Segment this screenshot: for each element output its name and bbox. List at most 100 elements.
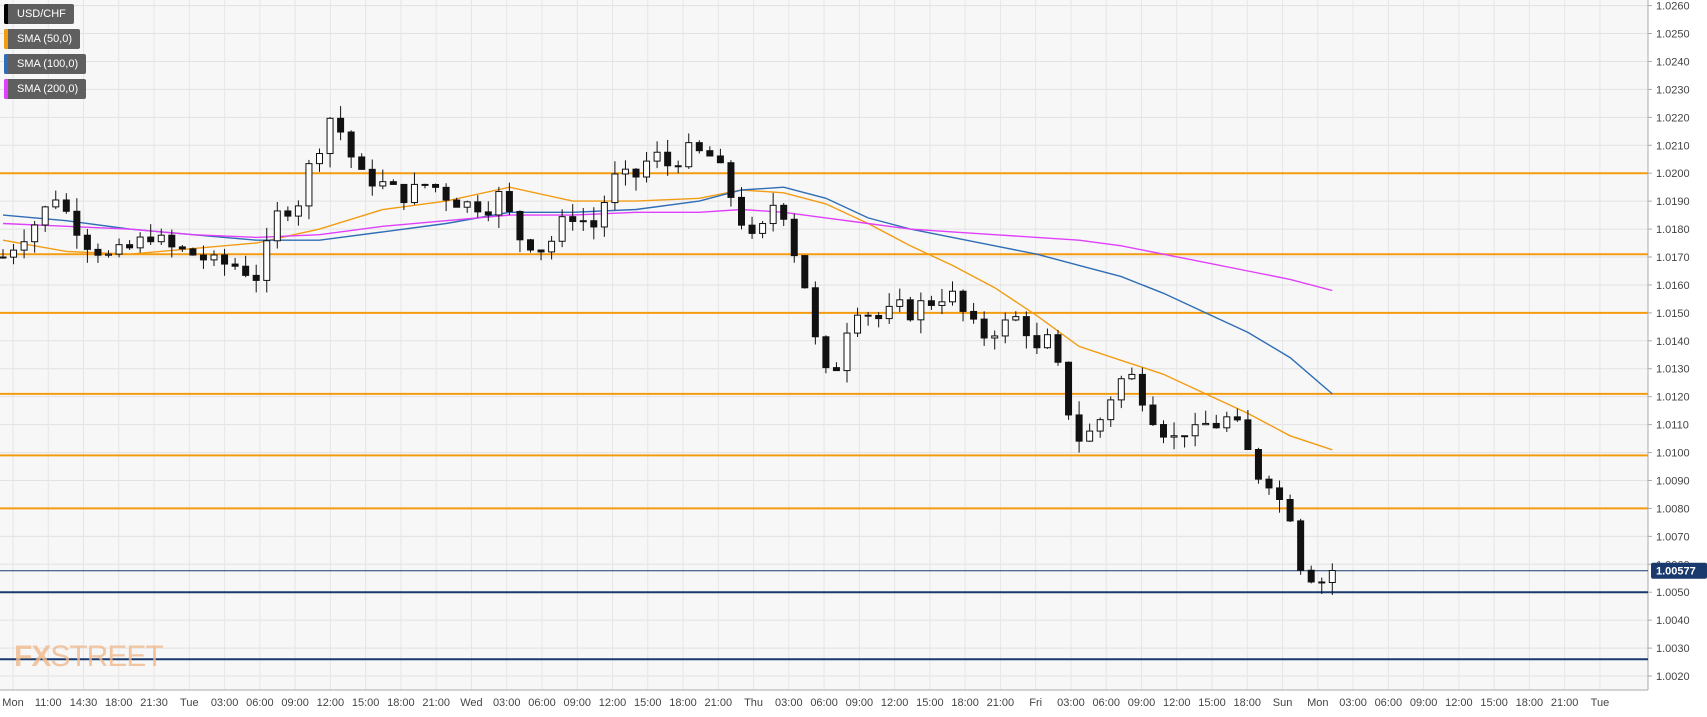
candle-body [801,255,809,289]
candle-body [748,224,756,234]
x-tick-label: 06:00 [246,697,274,709]
x-tick-label: 06:00 [810,697,838,709]
candle-body [1170,435,1178,438]
x-tick-label: Mon [1307,697,1328,709]
legend-item-sma100[interactable]: SMA (100,0) [4,54,87,74]
x-tick-label: 06:00 [1092,697,1120,709]
candle-body [885,305,893,320]
candle-body [347,131,355,158]
candle-body [210,254,218,261]
candle-body [1276,487,1284,500]
candle-body [1022,316,1030,337]
candle-body [548,240,556,253]
y-tick-label: 1.0190 [1656,196,1690,208]
candle-body [10,249,18,258]
legend-label-sma200: SMA (200,0) [17,83,79,95]
x-tick-label: 18:00 [105,697,133,709]
x-tick-label: 09:00 [1128,697,1156,709]
candle-body [1096,419,1104,432]
candle-body [579,220,587,223]
x-tick-label: Tue [180,697,199,709]
candle-body [263,240,271,281]
candle-body [1223,416,1231,429]
x-tick-label: 09:00 [1410,697,1438,709]
x-tick-label: 09:00 [563,697,591,709]
candle-body [1191,424,1199,437]
candle-body [199,254,207,261]
x-tick-label: 21:00 [422,697,450,709]
candle-body [1233,416,1241,421]
x-tick-label: Fri [1029,697,1042,709]
candle-body [695,142,703,152]
x-tick-label: Wed [460,697,482,709]
candle-body [811,287,819,338]
candle-body [632,168,640,178]
candle-body [1043,334,1051,349]
y-tick-label: 1.0180 [1656,224,1690,236]
candle-body [906,299,914,321]
candle-body [600,202,608,228]
candle-body [516,210,524,241]
candle-body [31,224,39,243]
candle-body [20,241,28,251]
x-tick-label: Mon [2,697,23,709]
candle-body [558,216,566,242]
candle-body [1033,335,1041,349]
legend-swatch-sma200 [4,79,8,99]
x-tick-label: 03:00 [1339,697,1367,709]
x-tick-label: 12:00 [1445,697,1473,709]
y-tick-label: 1.0130 [1656,364,1690,376]
candle-body [769,204,777,225]
candle-body [980,318,988,339]
candle-body [1001,319,1009,337]
legend-label-sma50: SMA (50,0) [17,33,73,45]
candle-body [326,117,334,155]
legend-item-sma200[interactable]: SMA (200,0) [4,79,87,99]
candle-body [242,265,250,276]
candle-body [664,151,672,167]
legend-item-sma50[interactable]: SMA (50,0) [4,29,81,49]
y-tick-label: 1.0080 [1656,503,1690,515]
candle-body [1286,498,1294,522]
candle-body [1065,361,1073,416]
candle-body [389,181,397,185]
candle-body [189,248,197,256]
candle-body [410,183,418,204]
x-tick-label: 12:00 [599,697,627,709]
x-tick-label: Thu [744,697,763,709]
x-tick-label: 12:00 [1163,697,1191,709]
y-tick-label: 1.0220 [1656,112,1690,124]
candle-body [62,199,70,212]
legend-label-usdchf: USD/CHF [17,8,66,20]
y-tick-label: 1.0030 [1656,643,1690,655]
x-tick-label: 21:00 [1551,697,1579,709]
candle-body [991,335,999,339]
candle-body [854,314,862,334]
candle-body [484,211,492,216]
candle-body [83,234,91,250]
legend-label-sma100: SMA (100,0) [17,58,79,70]
legend-item-usdchf[interactable]: USD/CHF [4,4,74,24]
candle-body [790,218,798,257]
x-tick-label: Sun [1273,697,1293,709]
x-tick-label: 21:00 [705,697,733,709]
legend-swatch-usdchf [4,4,8,24]
candle-body [115,244,123,255]
candle-body [1265,478,1273,489]
candle-body [284,210,292,217]
candle-body [832,367,840,372]
candle-body [368,168,376,187]
y-tick-label: 1.0100 [1656,448,1690,460]
y-tick-label: 1.0160 [1656,280,1690,292]
x-tick-label: 14:30 [70,697,98,709]
x-tick-label: 15:00 [1480,697,1508,709]
candle-body [569,216,577,222]
candle-body [337,117,345,133]
x-tick-label: 06:00 [1375,697,1403,709]
x-tick-label: 09:00 [281,697,309,709]
y-tick-label: 1.0170 [1656,252,1690,264]
candle-body [1117,378,1125,401]
y-tick-label: 1.0200 [1656,168,1690,180]
candle-body [537,249,545,253]
